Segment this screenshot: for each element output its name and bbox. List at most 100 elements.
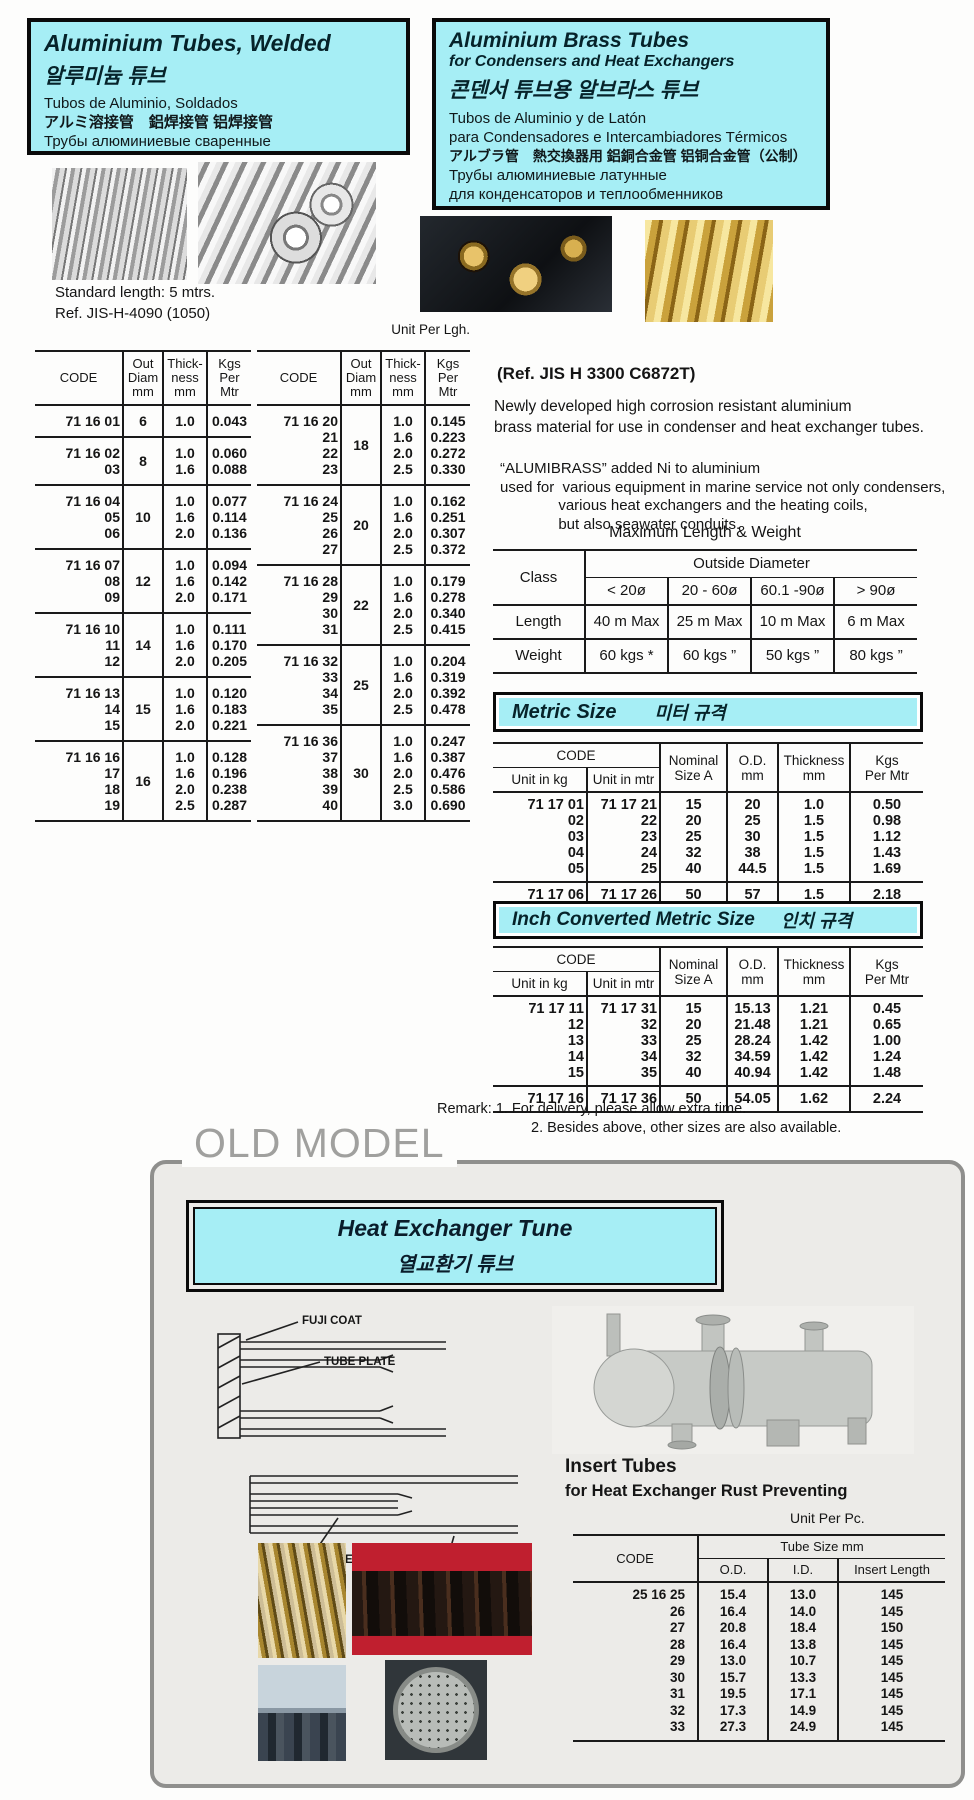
welded-table-right: CODE Out Diam mm Thick- ness mm Kgs Per … (257, 350, 470, 822)
col-header-id: I.D. (767, 1558, 838, 1583)
cell-code: 71 16 04 05 06 (35, 484, 123, 549)
cell-kgs: 0.247 0.387 0.476 0.586 0.690 (424, 724, 470, 821)
cell-code: 71 16 02 03 (35, 436, 123, 485)
welded-tubes-header-box: Aluminium Tubes, Welded 알루미늄 튜브 Tubos de… (27, 18, 410, 155)
insert-tube-diagram: FUJI COAT TUBE PLATE INSERT TUBE TUBE (217, 1315, 518, 1566)
cell-thickness: 1.0 1.6 2.0 (162, 548, 207, 613)
col-header-od-3: 60.1 -90ø (750, 577, 834, 606)
heat-exchanger-banner: Heat Exchanger Tune 열교환기 튜브 (186, 1200, 724, 1292)
cell-weight: 80 kgs ” (832, 638, 918, 673)
cell-nominal: 15 20 25 32 40 (659, 996, 728, 1086)
cell-thickness: 1.62 (777, 1085, 851, 1112)
heat-exchanger-title: Heat Exchanger Tune (337, 1215, 573, 1241)
cell-code: 71 16 07 08 09 (35, 548, 123, 613)
row-label-length: Length (515, 613, 562, 630)
heat-exchanger-photo (552, 1306, 914, 1454)
remark-line-1: Remark: 1. For delivery, please allow ex… (437, 1101, 747, 1117)
heat-exchanger-title-korean: 열교환기 튜브 (397, 1254, 513, 1276)
cell-od: 20 25 30 38 44.5 (726, 792, 779, 882)
cell-outdiam: 18 (340, 405, 381, 485)
col-header-thickness: Thick- ness mm (380, 351, 425, 406)
cell-outdiam: 25 (340, 644, 381, 725)
alumibrass-description: “ALUMIBRASS” added Ni to aluminium used … (500, 460, 946, 533)
col-header-code: CODE (35, 351, 123, 406)
welded-table-left: CODE Out Diam mm Thick- ness mm Kgs Per … (35, 350, 251, 822)
brass-title-russian-1: Трубы алюминиевые латунные (449, 167, 667, 184)
cell-thickness: 1.0 1.6 (162, 436, 207, 485)
cell-kgs: 0.094 0.142 0.171 (206, 548, 251, 613)
cell-code-mtr: 71 17 31 32 33 34 35 (585, 996, 661, 1086)
table-row: 71 16 32 33 34 35 25 1.0 1.6 2.0 2.5 0.2… (257, 644, 470, 725)
cell-code: 71 16 28 29 30 31 (257, 564, 341, 645)
brass-tubes-photo-dark (420, 216, 612, 312)
brass-tubes-photo-gold (645, 220, 773, 322)
cell-kgs: 0.111 0.170 0.205 (206, 612, 251, 677)
brass-title: Aluminium Brass Tubes (449, 29, 690, 52)
table-row: 71 16 13 14 15 15 1.0 1.6 2.0 0.120 0.18… (35, 676, 251, 741)
cell-length: 10 m Max (750, 605, 834, 639)
brass-title-spanish-1: Tubos de Aluminio y de Latón (449, 110, 647, 127)
tube-sheet-circle (393, 1667, 479, 1753)
cell-outdiam: 16 (122, 740, 163, 821)
cell-thickness: 1.0 1.6 2.0 2.5 (380, 564, 425, 645)
old-model-watermark: OLD MODEL (182, 1120, 457, 1167)
cell-code: 71 16 20 21 22 23 (283, 413, 339, 477)
col-header-kgs: Kgs Per Mtr (849, 743, 924, 793)
col-header-thickness: Thickness mm (777, 947, 851, 997)
cell-outdiam: 20 (340, 484, 381, 565)
cell-insert-length: 145 145 150 145 145 145 145 145 145 (836, 1582, 946, 1741)
insert-tubes-photo (258, 1543, 346, 1658)
cell-kgs: 0.50 0.98 1.12 1.43 1.69 (849, 792, 924, 882)
cell-thickness: 1.0 1.6 2.0 (162, 612, 207, 677)
table-row: 71 16 36 37 38 39 40 30 1.0 1.6 2.0 2.5 … (257, 724, 470, 821)
cell-kgs: 0.060 0.088 (206, 436, 251, 485)
table-row: 71 16 20 21 22 23 18 1.0 1.6 2.0 2.5 0.1… (257, 405, 470, 485)
cell-kgs: 2.24 (849, 1085, 924, 1112)
col-header-code: CODE (493, 743, 661, 768)
cell-code: 71 16 36 37 38 39 40 (257, 724, 341, 821)
table-row: 71 16 02 03 8 1.0 1.6 0.060 0.088 (35, 436, 251, 485)
cell-od: 15.13 21.48 28.24 34.59 40.94 (726, 996, 779, 1086)
table-row: 71 16 10 11 12 14 1.0 1.6 2.0 0.111 0.17… (35, 612, 251, 677)
inch-size-title-korean: 인치 규격 (780, 911, 853, 931)
cell-outdiam: 14 (122, 612, 163, 677)
brass-title-russian-2: для конденсаторов и теплообменников (449, 186, 724, 203)
cell-kgs: 0.043 (206, 405, 251, 437)
cell-nominal: 50 (659, 1085, 728, 1112)
table-row: 71 16 28 29 30 31 22 1.0 1.6 2.0 2.5 0.1… (257, 564, 470, 645)
col-header-outdiam: Out Diam mm (122, 351, 163, 406)
inch-size-banner: Inch Converted Metric Size 인치 규격 (493, 901, 923, 939)
welded-title: Aluminium Tubes, Welded (44, 30, 331, 56)
brass-title-spanish-2: para Condensadores e Intercambiadores Té… (449, 129, 788, 146)
inch-size-table: CODE Nominal Size A O.D. mm Thickness mm… (493, 946, 924, 1113)
col-header-od: O.D. mm (726, 743, 779, 793)
col-header-code: CODE (257, 351, 341, 406)
cell-weight: 60 kgs ” (667, 638, 751, 673)
cell-code-mtr: 71 17 21 22 23 24 25 (585, 792, 661, 882)
cell-thickness: 1.0 1.6 2.0 2.5 (380, 484, 425, 565)
cell-code: 71 16 01 (65, 413, 121, 429)
row-label-weight: Weight (493, 638, 585, 673)
metric-size-table: CODE Nominal Size A O.D. mm Thickness mm… (493, 742, 924, 909)
col-header-unit-mtr: Unit in mtr (585, 971, 661, 997)
unit-per-pc-note: Unit Per Pc. (790, 1510, 865, 1526)
cell-thickness: 1.21 1.21 1.42 1.42 1.42 (777, 996, 851, 1086)
cell-code: 71 16 24 25 26 27 (257, 484, 341, 565)
insert-tubes-subtitle: for Heat Exchanger Rust Preventing (565, 1482, 848, 1500)
cell-nominal: 15 20 25 32 40 (659, 792, 728, 882)
welded-title-russian: Трубы алюминиевые сваренные (44, 133, 271, 150)
col-header-nominal: Nominal Size A (659, 947, 728, 997)
col-header-insert-length: Insert Length (836, 1558, 946, 1583)
col-header-od-4: > 90ø (832, 577, 918, 606)
cell-kgs: 0.145 0.223 0.272 0.330 (424, 405, 470, 485)
table-row: 71 16 07 08 09 12 1.0 1.6 2.0 0.094 0.14… (35, 548, 251, 613)
table-row: 71 17 11 12 13 14 15 71 17 31 32 33 34 3… (493, 996, 924, 1086)
cell-code: 71 16 16 17 18 19 (35, 740, 123, 821)
col-header-outdiam: Out Diam mm (340, 351, 381, 406)
cell-code-mtr: 71 17 36 (585, 1085, 661, 1112)
remark-line-2: 2. Besides above, other sizes are also a… (531, 1120, 842, 1136)
col-header-od-1: < 20ø (584, 577, 668, 606)
cell-code-kg: 71 17 11 12 13 14 15 (528, 1001, 584, 1081)
cell-kgs: 0.120 0.183 0.221 (206, 676, 251, 741)
insert-tubes-title: Insert Tubes (565, 1456, 677, 1477)
